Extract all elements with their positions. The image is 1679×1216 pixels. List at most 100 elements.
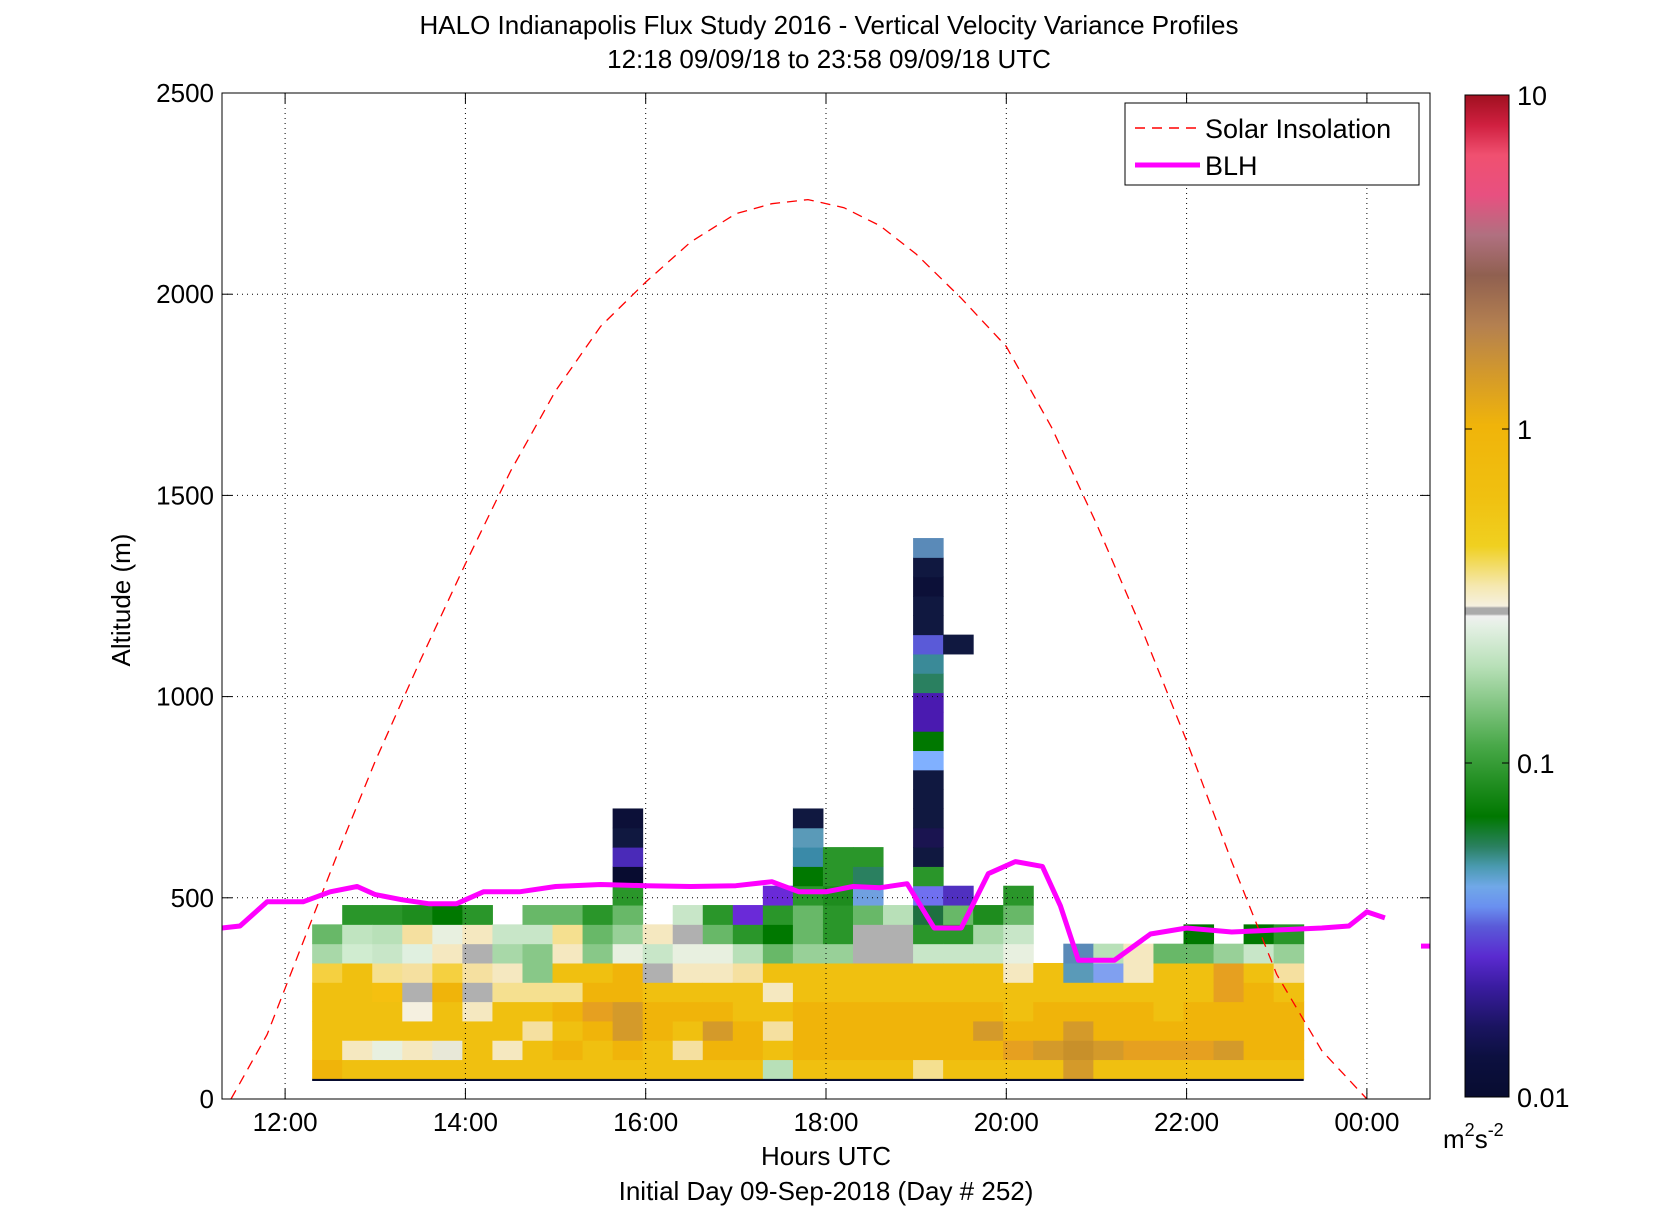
heatmap-cell [702, 1040, 734, 1061]
x-axis-label-secondary: Initial Day 09-Sep-2018 (Day # 252) [619, 1176, 1034, 1206]
heatmap-cell [1213, 943, 1245, 964]
heatmap-cell [312, 1001, 343, 1022]
heatmap-cell [883, 982, 914, 1003]
heatmap-cell [852, 962, 884, 983]
heatmap-cell [432, 982, 463, 1003]
heatmap-cell [943, 943, 974, 964]
x-tick-label: 12:00 [253, 1107, 318, 1137]
heatmap-cell [913, 596, 944, 616]
heatmap-cell [1063, 1040, 1094, 1061]
heatmap-cell [462, 1040, 493, 1061]
heatmap-bottom-row [312, 1078, 1304, 1081]
heatmap-cell [492, 982, 523, 1003]
heatmap-cell [1153, 1040, 1185, 1061]
heatmap-cell [943, 634, 974, 655]
colorbar-tick-label: 0.01 [1517, 1083, 1570, 1113]
heatmap-cell [852, 885, 884, 906]
heatmap-cell [1153, 1059, 1185, 1080]
heatmap-cell [672, 1040, 704, 1061]
heatmap-cell [402, 1001, 433, 1022]
heatmap-cell [1243, 943, 1275, 964]
heatmap-cell [792, 982, 824, 1003]
heatmap-cell [913, 615, 944, 636]
x-tick-label: 20:00 [974, 1107, 1039, 1137]
heatmap-cell [762, 1059, 794, 1080]
heatmap-cell [1243, 1001, 1275, 1022]
heatmap-cell [792, 905, 824, 925]
heatmap-cell [342, 1059, 373, 1080]
heatmap-cell [852, 1059, 884, 1080]
heatmap-cell [822, 982, 854, 1003]
heatmap-cell [792, 924, 824, 945]
heatmap-cell [402, 905, 433, 925]
heatmap-cell [732, 905, 764, 925]
heatmap-cell [1153, 982, 1185, 1003]
heatmap-cell [432, 1040, 463, 1061]
heatmap-cell [792, 808, 824, 829]
heatmap-cell [1123, 1001, 1154, 1022]
heatmap-cell [1273, 1001, 1305, 1022]
heatmap-cell [1243, 982, 1275, 1003]
heatmap-cell [342, 924, 373, 945]
colorbar-tick-label: 0.1 [1517, 749, 1555, 779]
heatmap-cell [582, 905, 614, 925]
heatmap-cell [1153, 943, 1185, 964]
heatmap-cell [1273, 1040, 1305, 1061]
colorbar: 0.01 0.1 1 10 [1464, 81, 1570, 1113]
heatmap-cell [1033, 1020, 1064, 1041]
heatmap-cell [852, 866, 884, 887]
heatmap-cell [1063, 982, 1094, 1003]
heatmap-cell [762, 885, 794, 906]
heatmap-cell [1063, 1001, 1094, 1022]
heatmap-cell [913, 1040, 944, 1061]
heatmap-cell [612, 905, 644, 925]
heatmap-cell [822, 905, 854, 925]
heatmap-cell [1213, 1001, 1245, 1022]
heatmap-cell [1063, 1059, 1094, 1080]
heatmap-cell [492, 1059, 523, 1080]
heatmap-cell [342, 1040, 373, 1061]
series-solar-insolation [230, 198, 1368, 1100]
heatmap-cell [312, 1059, 343, 1080]
heatmap-cell [1033, 982, 1064, 1003]
heatmap-cell [1093, 982, 1124, 1003]
heatmap-cell [913, 847, 944, 867]
heatmap-cell [913, 576, 944, 597]
heatmap-cell [1243, 924, 1275, 945]
heatmap-cell [1213, 962, 1245, 983]
heatmap-cell [973, 1020, 1004, 1041]
heatmap-cell [913, 789, 944, 809]
heatmap-cell [1003, 1001, 1034, 1022]
heatmap-cell [342, 982, 373, 1003]
heatmap-cell [792, 1020, 824, 1041]
heatmap-cell [762, 1040, 794, 1061]
heatmap-cell [883, 905, 914, 925]
heatmap-cell [943, 982, 974, 1003]
colorbar-units-base: m [1443, 1124, 1465, 1154]
heatmap-cell [522, 1001, 554, 1022]
heatmap-cells [312, 538, 1305, 1081]
heatmap-cell [913, 808, 944, 829]
heatmap-cell [672, 943, 704, 964]
heatmap-cell [1183, 962, 1215, 983]
heatmap-cell [462, 962, 493, 983]
heatmap-cell [913, 769, 944, 790]
heatmap-cell [432, 962, 463, 983]
heatmap-cell [913, 1059, 944, 1080]
heatmap-cell [492, 1020, 523, 1041]
heatmap-cell [762, 1020, 794, 1041]
plot-area: 12:00 14:00 16:00 18:00 20:00 22:00 00:00 0 500 1… [156, 78, 1431, 1137]
heatmap-cell [1123, 943, 1154, 964]
heatmap-cell [312, 943, 343, 964]
heatmap-cell [973, 1059, 1004, 1080]
heatmap-cell [552, 1059, 584, 1080]
heatmap-cell [402, 962, 433, 983]
heatmap-cell [522, 1020, 554, 1041]
heatmap-cell [792, 943, 824, 964]
heatmap-cell [612, 885, 644, 906]
heatmap-cell [732, 1059, 764, 1080]
heatmap-cell [702, 962, 734, 983]
heatmap-cell [1033, 1059, 1064, 1080]
heatmap-cell [762, 982, 794, 1003]
